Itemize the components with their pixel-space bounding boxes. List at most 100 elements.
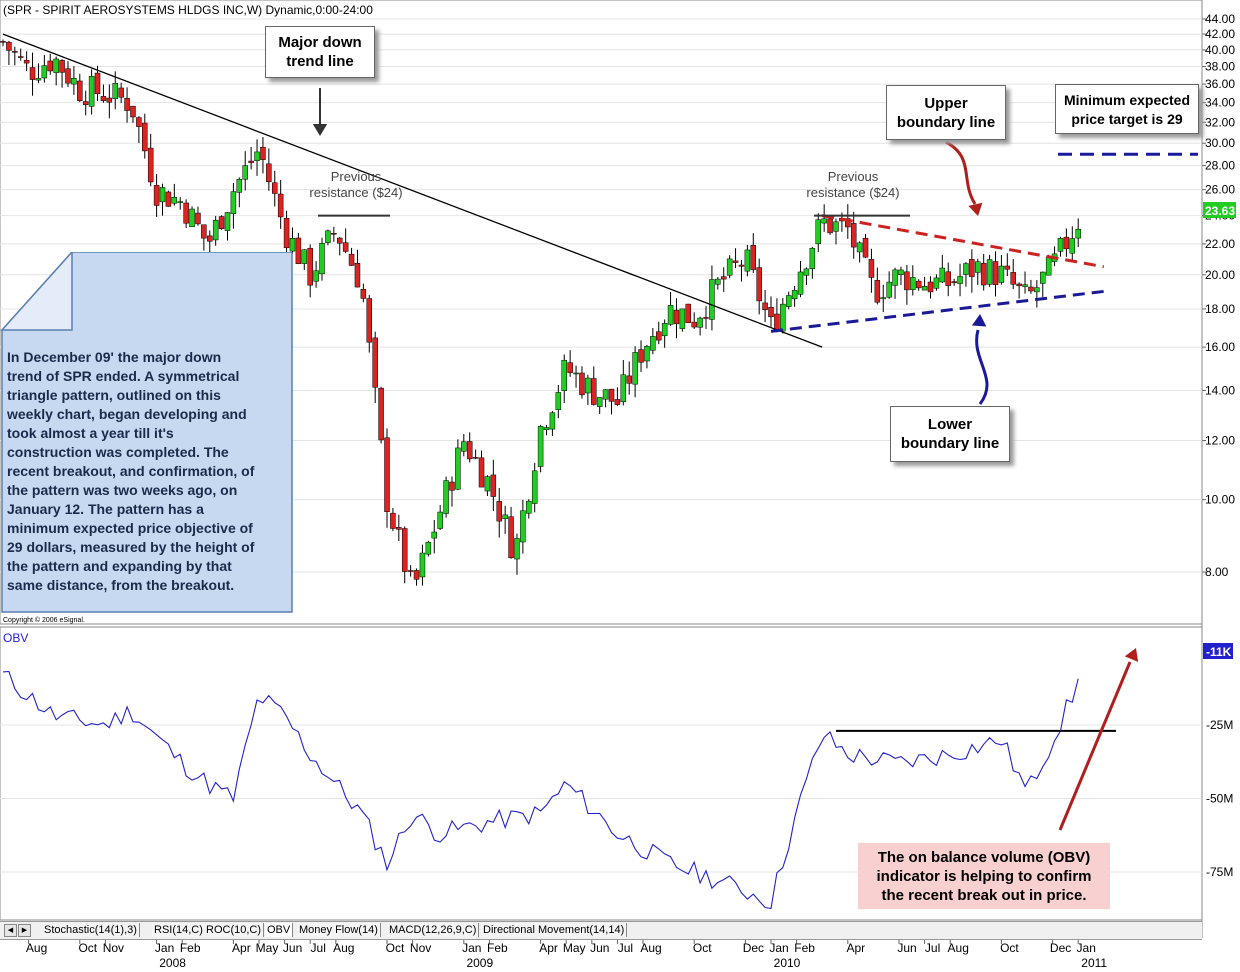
candle-body xyxy=(744,249,751,272)
candle-body xyxy=(419,552,426,578)
candle-body xyxy=(591,378,597,405)
trend-lines xyxy=(2,33,1198,348)
candle-body xyxy=(307,247,313,286)
candle-body xyxy=(785,295,792,307)
candle-body xyxy=(667,305,674,325)
candle-body xyxy=(644,346,650,362)
price-tick-label: 34.00 xyxy=(1205,96,1235,110)
upper-boundary-line xyxy=(821,214,1105,269)
candle-body xyxy=(413,570,420,580)
indicator-tab[interactable]: MACD(12,26,9,C) xyxy=(387,923,480,937)
candle-body xyxy=(904,271,910,291)
candle-body xyxy=(0,41,6,43)
price-tick-label: 40.00 xyxy=(1205,43,1235,57)
candle-body xyxy=(201,224,207,239)
month-label: Jul xyxy=(925,941,940,955)
candle-body xyxy=(638,349,644,363)
candle-body xyxy=(17,56,24,58)
current-obv-value: -11K xyxy=(1206,645,1232,659)
prev-res-2-line2: resistance ($24) xyxy=(806,185,900,200)
candle-body xyxy=(47,60,54,72)
candle-body xyxy=(656,331,662,341)
candle-body xyxy=(945,271,951,286)
candle-body xyxy=(963,263,969,275)
candle-body xyxy=(29,67,36,80)
candle-body xyxy=(880,297,886,300)
indicator-tab-bar: ◀ ▶ Stochastic(14(1),3) RSI(14,C) ROC(10,C… xyxy=(0,921,1202,940)
chart-title: (SPR - SPIRIT AEROSYSTEMS HLDGS INC,W) D… xyxy=(3,3,373,17)
candle-body xyxy=(1063,236,1070,250)
candle-body xyxy=(927,281,934,293)
scroll-right-icon[interactable]: ▶ xyxy=(18,924,31,937)
scroll-left-icon[interactable]: ◀ xyxy=(4,924,17,937)
previous-resistance-label-1: Previous resistance ($24) xyxy=(300,169,412,201)
price-tick-label: 26.00 xyxy=(1205,183,1235,197)
story-line: same distance, from the breakout. xyxy=(7,577,235,593)
candle-body xyxy=(756,267,762,302)
month-label: Aug xyxy=(333,941,354,955)
candle-body xyxy=(862,237,869,258)
candle-body xyxy=(1022,284,1028,287)
candle-body xyxy=(443,480,449,514)
obv-arrow-line xyxy=(1058,661,1132,831)
candle-body xyxy=(147,147,154,183)
indicator-tab[interactable]: Directional Movement(14,14) xyxy=(481,923,628,937)
candle-body xyxy=(360,288,367,299)
candle-body xyxy=(348,253,355,266)
candle-body xyxy=(142,122,148,152)
obv-tick-label: -75M xyxy=(1206,865,1233,879)
candle-body xyxy=(520,510,526,543)
candle-body xyxy=(366,298,373,343)
candle-body xyxy=(478,457,485,488)
candle-body xyxy=(673,309,680,325)
candle-body xyxy=(437,511,443,529)
candle-body xyxy=(874,280,881,303)
candle-body xyxy=(555,392,562,410)
candle-body xyxy=(661,323,668,337)
lower-boundary-label: Lower boundary line xyxy=(890,406,1010,462)
candle-body xyxy=(803,268,810,276)
price-tick-label: 44.00 xyxy=(1205,12,1235,26)
candle-body xyxy=(218,216,225,229)
story-line: the pattern was two weeks ago, on xyxy=(7,482,238,498)
candle-body xyxy=(455,447,461,490)
candle-body xyxy=(319,243,325,275)
story-line: recent breakout, and confirmation, of xyxy=(7,463,255,479)
target-line2: price target is 29 xyxy=(1071,111,1183,127)
lower-arrow-line xyxy=(975,329,989,405)
candle-body xyxy=(537,426,544,467)
candle-body xyxy=(301,249,308,264)
upper-line2: boundary line xyxy=(896,114,996,131)
month-label: Jan xyxy=(155,941,174,955)
month-label: Dec xyxy=(743,941,764,955)
candle-body xyxy=(797,271,804,295)
price-tick-label: 12.00 xyxy=(1205,433,1235,447)
candle-body xyxy=(632,352,638,385)
story-note-shape xyxy=(0,252,293,613)
story-line: weekly chart, began developing and xyxy=(7,406,247,422)
obv-axis: -25M -50M -75M xyxy=(1206,718,1233,879)
candle-body xyxy=(833,221,839,232)
candle-body xyxy=(561,359,567,392)
prev-res-1-line1: Previous xyxy=(330,169,382,184)
candle-body xyxy=(283,217,290,249)
indicator-tab[interactable]: RSI(14,C) xyxy=(152,923,206,937)
price-tick-label: 42.00 xyxy=(1205,27,1235,41)
month-label: Oct xyxy=(693,941,712,955)
candle-body xyxy=(295,237,302,264)
year-label: 2011 xyxy=(1081,956,1107,970)
month-label: Feb xyxy=(487,941,508,955)
candle-body xyxy=(189,208,195,228)
candle-body xyxy=(957,276,963,284)
indicator-tab[interactable]: OBV xyxy=(265,923,294,937)
candle-body xyxy=(65,68,71,84)
indicator-tab[interactable]: ROC(10,C) xyxy=(204,923,265,937)
story-line: 29 dollars, measured by the height of xyxy=(7,539,255,555)
obv-arrow-icon xyxy=(1124,648,1139,662)
indicator-tab[interactable]: Money Flow(14) xyxy=(297,923,381,937)
month-label: Aug xyxy=(948,941,969,955)
candle-body xyxy=(82,101,89,105)
indicator-tab[interactable]: Stochastic(14(1),3) xyxy=(42,923,140,937)
candle-body xyxy=(461,441,467,452)
